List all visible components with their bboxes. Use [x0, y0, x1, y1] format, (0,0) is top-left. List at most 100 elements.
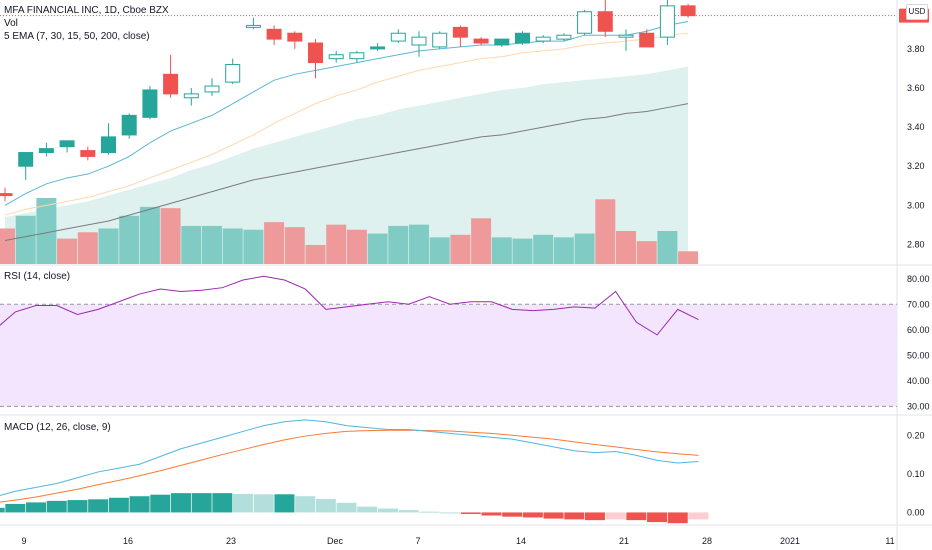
currency-button[interactable]: USD [906, 4, 928, 20]
candle-body [515, 32, 530, 44]
macd-histogram-bar [191, 493, 212, 513]
ema7-line [4, 21, 689, 206]
rsi-line [0, 275, 699, 336]
date-tick-label: 2021 [780, 536, 800, 546]
candle-body [204, 85, 220, 93]
date-tick-label: 28 [702, 536, 712, 546]
candle-body [225, 64, 241, 83]
symbol-title[interactable]: MFA FINANCIAL INC, 1D, Cboe BZX [4, 5, 169, 16]
volume-bar [181, 225, 202, 264]
macd-histogram-bar [688, 512, 709, 520]
candle-body [452, 26, 468, 38]
macd-histogram-bar [170, 493, 191, 513]
candle-body [287, 32, 303, 42]
volume-bar [0, 228, 15, 264]
date-tick-label: 14 [516, 536, 526, 546]
macd-signal-line [0, 429, 699, 503]
rsi-tick-label: 50.00 [907, 350, 930, 360]
volume-bar [222, 228, 243, 264]
macd-histogram-bar [88, 499, 109, 513]
candle-body [432, 32, 448, 48]
candle-body [245, 24, 261, 28]
rsi-tick-label: 30.00 [907, 401, 930, 411]
volume-bar [367, 233, 388, 264]
macd-tick-label: 0.00 [907, 507, 925, 517]
date-tick-label: 16 [123, 536, 133, 546]
macd-legend[interactable]: MACD (12, 26, close, 9) [4, 422, 111, 433]
macd-histogram-bar [0, 507, 5, 513]
volume-bar [450, 234, 471, 264]
candle-body [349, 52, 365, 60]
macd-histogram-bar [336, 502, 357, 513]
macd-histogram-bar [440, 512, 461, 514]
volume-bar [678, 251, 699, 264]
price-tick-label: 3.00 [907, 200, 925, 210]
volume-bar [98, 228, 119, 264]
macd-histogram-bar [502, 512, 523, 517]
date-tick-label: 23 [226, 536, 236, 546]
candle-body [121, 114, 137, 136]
volume-bar [574, 233, 595, 264]
macd-histogram-bar [295, 496, 316, 513]
candle-body [494, 38, 510, 46]
macd-histogram-bar [212, 493, 233, 513]
macd-histogram-bar [605, 512, 626, 520]
candle-body [59, 140, 75, 148]
macd-histogram-bar [108, 497, 129, 513]
macd-histogram-bar [377, 508, 398, 513]
volume-bar [491, 237, 512, 264]
volume-bar [533, 234, 554, 264]
volume-bar [264, 222, 285, 264]
macd-histogram-bar [647, 512, 668, 523]
volume-legend[interactable]: Vol [4, 18, 18, 29]
candle-body [556, 34, 572, 40]
rsi-tick-label: 40.00 [907, 376, 930, 386]
price-tick-label: 3.60 [907, 83, 925, 93]
candle-body [370, 46, 386, 50]
macd-histogram-bar [67, 500, 88, 513]
macd-histogram-bar [150, 494, 171, 513]
macd-histogram-bar [274, 494, 295, 513]
macd-tick-label: 0.20 [907, 430, 925, 440]
candle-body [411, 36, 427, 46]
volume-bar [429, 237, 450, 264]
candle-body [308, 42, 323, 64]
macd-histogram-bar [584, 512, 605, 521]
volume-bar [553, 237, 574, 264]
candle-body [535, 36, 551, 42]
ema30-line [4, 32, 689, 216]
candle-body [659, 5, 675, 38]
price-tick-label: 3.20 [907, 161, 925, 171]
candle-body [328, 54, 344, 60]
macd-histogram-bar [26, 502, 47, 513]
macd-histogram-bar [522, 512, 543, 518]
volume-bar [595, 199, 616, 264]
candle-body [639, 32, 655, 48]
macd-histogram-bar [129, 496, 150, 513]
macd-histogram-bar [460, 512, 481, 514]
candle-body [80, 150, 96, 157]
candle-body [473, 38, 489, 44]
macd-histogram-bar [46, 500, 67, 513]
volume-bar [57, 238, 78, 264]
volume-bar [388, 225, 409, 264]
price-tick-label: 3.40 [907, 122, 925, 132]
macd-histogram-bar [315, 498, 336, 513]
date-tick-label: 7 [415, 536, 420, 546]
macd-histogram-bar [398, 510, 419, 513]
macd-histogram-bar [564, 512, 585, 520]
macd-histogram-bar [253, 494, 274, 513]
rsi-tick-label: 60.00 [907, 325, 930, 335]
rsi-band [0, 304, 897, 407]
macd-histogram-bar [667, 512, 688, 524]
candle-body [597, 11, 613, 32]
rsi-legend[interactable]: RSI (14, close) [4, 271, 71, 282]
candle-body [183, 93, 199, 99]
macd-histogram-bar [233, 493, 254, 513]
macd-histogram-bar [543, 512, 564, 519]
candle-body [577, 11, 593, 34]
candle-body [101, 136, 116, 154]
candle-body [38, 148, 54, 154]
ema-legend[interactable]: 5 EMA (7, 30, 15, 50, 200, close) [4, 31, 150, 42]
